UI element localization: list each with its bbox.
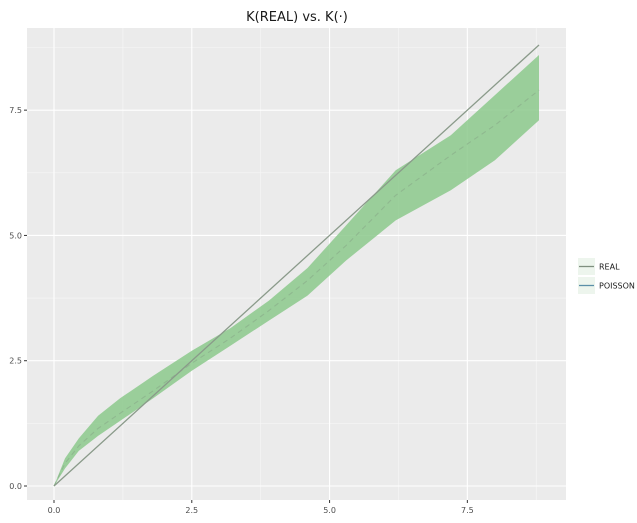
envelope-layer (54, 55, 539, 486)
y-axis: 0.0 2.5 5.0 7.5 (9, 106, 27, 491)
legend: REAL POISSON (578, 258, 635, 294)
y-tick-label-2: 5.0 (9, 231, 22, 240)
x-tick-label-0: 0.0 (48, 506, 61, 515)
x-tick-label-1: 2.5 (185, 506, 198, 515)
chart-title: K(REAL) vs. K(·) (246, 10, 348, 25)
series-line-poisson (53, 89, 540, 487)
x-tick-label-2: 5.0 (323, 506, 336, 515)
x-tick-label-3: 7.5 (461, 506, 474, 515)
y-tick-label-0: 0.0 (9, 482, 22, 491)
envelope-band (54, 55, 539, 486)
series-line-real (53, 44, 540, 487)
x-axis: 0.0 2.5 5.0 7.5 (48, 500, 474, 515)
y-tick-label-3: 7.5 (9, 106, 22, 115)
y-tick-label-1: 2.5 (9, 357, 22, 366)
series-layer (53, 44, 540, 487)
legend-label-1: POISSON (599, 282, 635, 291)
legend-label-0: REAL (599, 263, 620, 272)
